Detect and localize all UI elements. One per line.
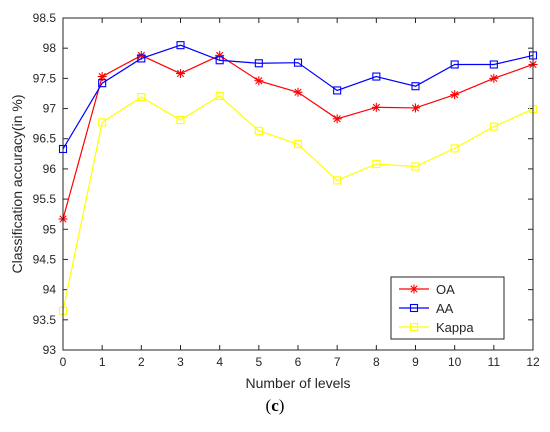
legend-marker-oa [409, 284, 419, 294]
x-tick-label: 0 [60, 355, 67, 369]
marker-stroke [98, 72, 106, 81]
data-point-aa [137, 54, 146, 63]
data-point-kappa [176, 115, 185, 125]
y-tick-label: 94.5 [33, 252, 57, 266]
data-point-aa [372, 72, 381, 81]
data-point-kappa [411, 162, 420, 171]
data-point-oa [293, 87, 303, 97]
marker-stroke [490, 74, 498, 82]
marker-stroke [411, 104, 420, 112]
axis-ticks: 0 1 2 3 4 5 6 7 8 9 10 11 129393.59494.59595.59696.5… [33, 11, 540, 369]
marker-stroke [333, 115, 341, 123]
data-point-aa [450, 60, 459, 69]
data-point-aa [293, 58, 303, 67]
data-point-aa [411, 82, 420, 91]
x-tick-label: 6 [295, 355, 302, 369]
legend-item-aa: AA [399, 301, 454, 316]
legend-label-oa: OA [436, 282, 455, 297]
data-point-aa [489, 60, 498, 69]
caption-open-paren: ( [265, 396, 272, 415]
y-tick-label: 95 [43, 222, 57, 236]
series-line-oa [62, 54, 534, 220]
y-tick-label: 98 [43, 41, 57, 55]
x-tick-label: 1 [99, 355, 106, 369]
data-point-kappa [254, 126, 263, 135]
data-point-aa [215, 56, 224, 65]
x-tick-label: 12 [526, 355, 540, 369]
caption-letter: c [271, 396, 279, 415]
y-tick-label: 93 [43, 343, 57, 357]
data-point-kappa [333, 176, 342, 185]
x-axis-label: Number of levels [245, 375, 350, 391]
figure-caption: (c) [0, 396, 550, 416]
data-point-aa [176, 41, 185, 50]
x-tick-label: 4 [216, 355, 223, 369]
marker-stroke [176, 69, 185, 78]
legend-item-oa: OA [399, 282, 455, 297]
y-tick-label: 95.5 [33, 192, 57, 206]
series-line-kappa [62, 95, 534, 311]
marker-stroke [255, 77, 263, 85]
data-point-kappa [98, 118, 107, 127]
plot-area-frame [62, 17, 534, 351]
x-tick-label: 7 [334, 355, 341, 369]
data-point-aa [254, 59, 263, 68]
data-point-kappa [450, 144, 459, 153]
data-point-kappa [372, 160, 381, 169]
data-point-oa [411, 103, 420, 113]
x-tick-label: 2 [138, 355, 145, 369]
series-layer [58, 41, 538, 315]
marker-stroke [410, 285, 418, 293]
series-oa [58, 50, 538, 224]
y-tick-label: 93.5 [33, 313, 57, 327]
y-tick-label: 97 [43, 102, 57, 116]
y-tick-label: 96.5 [33, 132, 57, 146]
marker-stroke [451, 91, 459, 99]
data-point-aa [333, 86, 342, 95]
series-kappa [58, 91, 538, 315]
series-line-aa [62, 44, 534, 150]
legend-item-kappa: Kappa [399, 320, 474, 335]
x-tick-label: 10 [448, 355, 462, 369]
data-point-aa [98, 79, 107, 88]
y-tick-label: 98.5 [33, 11, 57, 25]
legend-marker-aa [409, 303, 419, 313]
data-point-kappa [293, 140, 303, 149]
data-point-oa [332, 114, 342, 124]
caption-close-paren: ) [278, 396, 285, 415]
y-tick-label: 96 [43, 162, 57, 176]
data-point-oa [254, 76, 264, 86]
marker-stroke [294, 88, 302, 96]
x-tick-label: 3 [177, 355, 184, 369]
marker-stroke [372, 103, 380, 111]
legend-label-kappa: Kappa [436, 320, 474, 335]
x-tick-label: 9 [412, 355, 419, 369]
y-axis-label: Classification accuracy(in %) [9, 95, 25, 274]
data-point-oa [215, 50, 225, 60]
data-point-kappa [137, 93, 146, 102]
x-tick-label: 5 [255, 355, 262, 369]
data-point-oa [450, 90, 460, 100]
x-tick-label: 8 [373, 355, 380, 369]
legend-marker-kappa [409, 322, 419, 332]
legend-label-aa: AA [436, 301, 454, 316]
series-aa [58, 41, 538, 154]
x-tick-label: 11 [488, 355, 501, 369]
legend: OA AA Kappa [390, 276, 505, 340]
y-tick-label: 94 [43, 283, 57, 297]
data-point-oa [371, 102, 381, 112]
data-point-kappa [489, 122, 498, 131]
data-point-oa [176, 69, 185, 79]
y-tick-label: 97.5 [33, 71, 57, 85]
marker-stroke [216, 51, 224, 60]
data-point-kappa [215, 91, 224, 100]
data-point-oa [489, 73, 499, 83]
